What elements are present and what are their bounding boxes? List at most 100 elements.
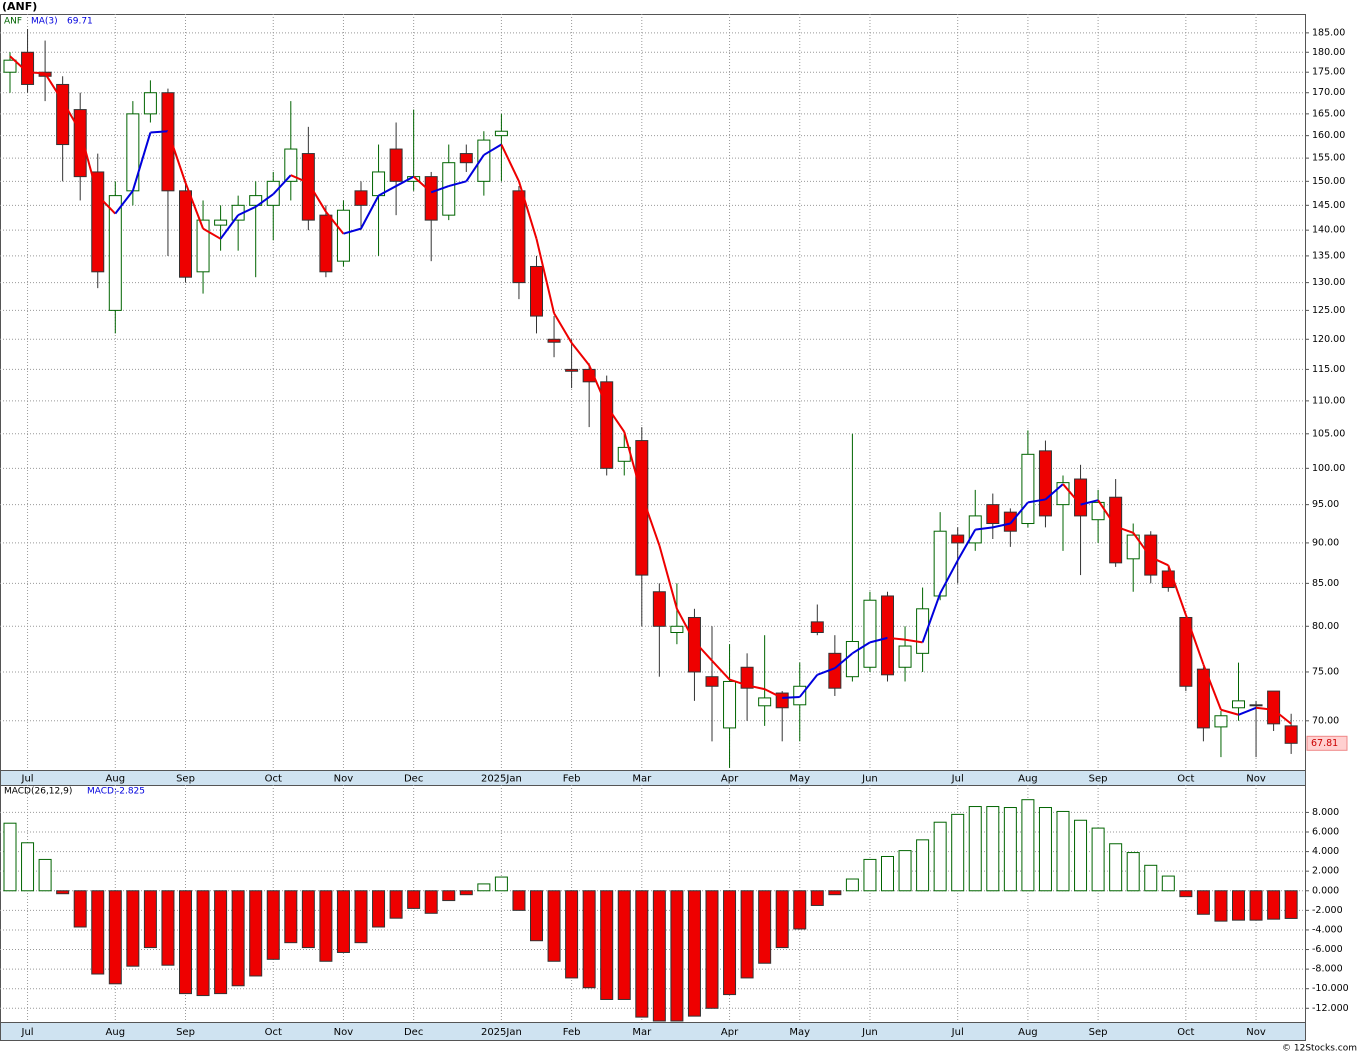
candle-body (1214, 715, 1228, 728)
y-tick-label: -12.000 (1312, 1003, 1349, 1014)
candle-body (1003, 511, 1017, 532)
bar (196, 890, 210, 997)
candle-body (863, 599, 877, 668)
bar (1091, 827, 1105, 892)
x-tick-label: 2025Jan (481, 774, 522, 785)
candle-body (442, 162, 456, 216)
bar (372, 890, 386, 928)
ma-segment (237, 205, 257, 217)
ma-segment (553, 312, 573, 344)
y-tick-label: -2.000 (1312, 905, 1343, 916)
ma-segment (640, 494, 661, 546)
ma-segment (79, 130, 99, 196)
ma-segment (1044, 483, 1064, 501)
ma-segment (27, 71, 46, 75)
ma-segment (184, 182, 204, 230)
ma-segment (746, 684, 765, 691)
y-tick-label: 185.00 (1312, 27, 1345, 38)
last-price-box (1306, 735, 1348, 751)
candle-body (1126, 534, 1140, 560)
y-tick-label: 120.00 (1312, 334, 1345, 345)
bar (617, 890, 631, 1000)
bar (354, 890, 368, 944)
bar (916, 839, 930, 892)
candle-body (372, 171, 386, 197)
bar (56, 890, 70, 895)
y-tick-label: 4.000 (1312, 846, 1339, 857)
candle-body (1284, 725, 1298, 744)
bar (336, 890, 350, 953)
y-tick-label: 180.00 (1312, 47, 1345, 58)
bar (793, 890, 807, 930)
candle-body (881, 595, 894, 676)
ma-segment (395, 175, 415, 187)
ma-segment (939, 559, 959, 594)
ma-segment (1132, 532, 1152, 558)
bar (1232, 890, 1245, 921)
bar (1021, 799, 1035, 892)
bar (635, 890, 649, 1018)
bar (389, 890, 403, 919)
x-tick-label: Aug (106, 1027, 126, 1038)
x-tick-label: Jul (951, 774, 964, 785)
ma-segment (1202, 664, 1222, 711)
x-tick-label: Jun (861, 1027, 878, 1038)
candle-body (196, 219, 210, 273)
bar (951, 813, 965, 892)
y-tick-label: 8.000 (1312, 807, 1339, 818)
candle-body (21, 51, 35, 85)
bar (179, 890, 192, 995)
bar (266, 890, 280, 960)
ma-segment (1220, 708, 1239, 716)
y-tick-label: -10.000 (1312, 983, 1349, 994)
x-tick-label: Dec (404, 1027, 423, 1038)
ma-segment (1027, 498, 1046, 504)
x-tick-label: Dec (404, 774, 423, 785)
x-tick-label: Jul (951, 1027, 964, 1038)
bar (1161, 875, 1175, 892)
ma-segment (131, 132, 152, 192)
ma-segment (676, 608, 696, 642)
y-tick-label: -4.000 (1312, 924, 1343, 935)
last-price: 67.81 (1311, 738, 1338, 749)
candle-body (179, 190, 192, 278)
ma-segment (9, 55, 29, 73)
candle-body (652, 591, 666, 627)
bar (442, 890, 456, 902)
x-tick-label: Apr (721, 774, 739, 785)
y-tick-label: 150.00 (1312, 176, 1345, 187)
candle-body (512, 190, 526, 284)
candle-body (249, 195, 263, 206)
frame (0, 14, 1306, 1041)
x-tick-label: Oct (265, 774, 282, 785)
bar (3, 822, 17, 892)
bar (530, 890, 543, 942)
bar (284, 890, 298, 944)
bar (986, 806, 1000, 892)
candle-body (301, 153, 315, 221)
bar (565, 890, 579, 979)
candle-body (1144, 534, 1158, 576)
candle-body (898, 645, 912, 668)
ma-segment (1115, 525, 1134, 534)
bar (108, 890, 122, 985)
y-tick-label: 0.000 (1312, 885, 1339, 896)
bar (459, 890, 473, 896)
candle-body (1091, 501, 1105, 521)
bar (810, 890, 824, 906)
x-tick-label: Jul (21, 774, 34, 785)
ma-segment (851, 641, 871, 655)
bar (670, 890, 684, 1022)
bar (933, 821, 947, 892)
chart-title: (ANF) (2, 0, 37, 13)
ma-segment (290, 174, 309, 184)
candle-body (1056, 482, 1070, 506)
bar (38, 858, 52, 892)
bar (21, 842, 35, 892)
ma-segment (465, 154, 485, 182)
bar (881, 855, 894, 892)
ma-segment (535, 238, 556, 314)
bar (301, 890, 315, 949)
ma-segment (887, 636, 906, 641)
ma-segment (500, 144, 520, 182)
